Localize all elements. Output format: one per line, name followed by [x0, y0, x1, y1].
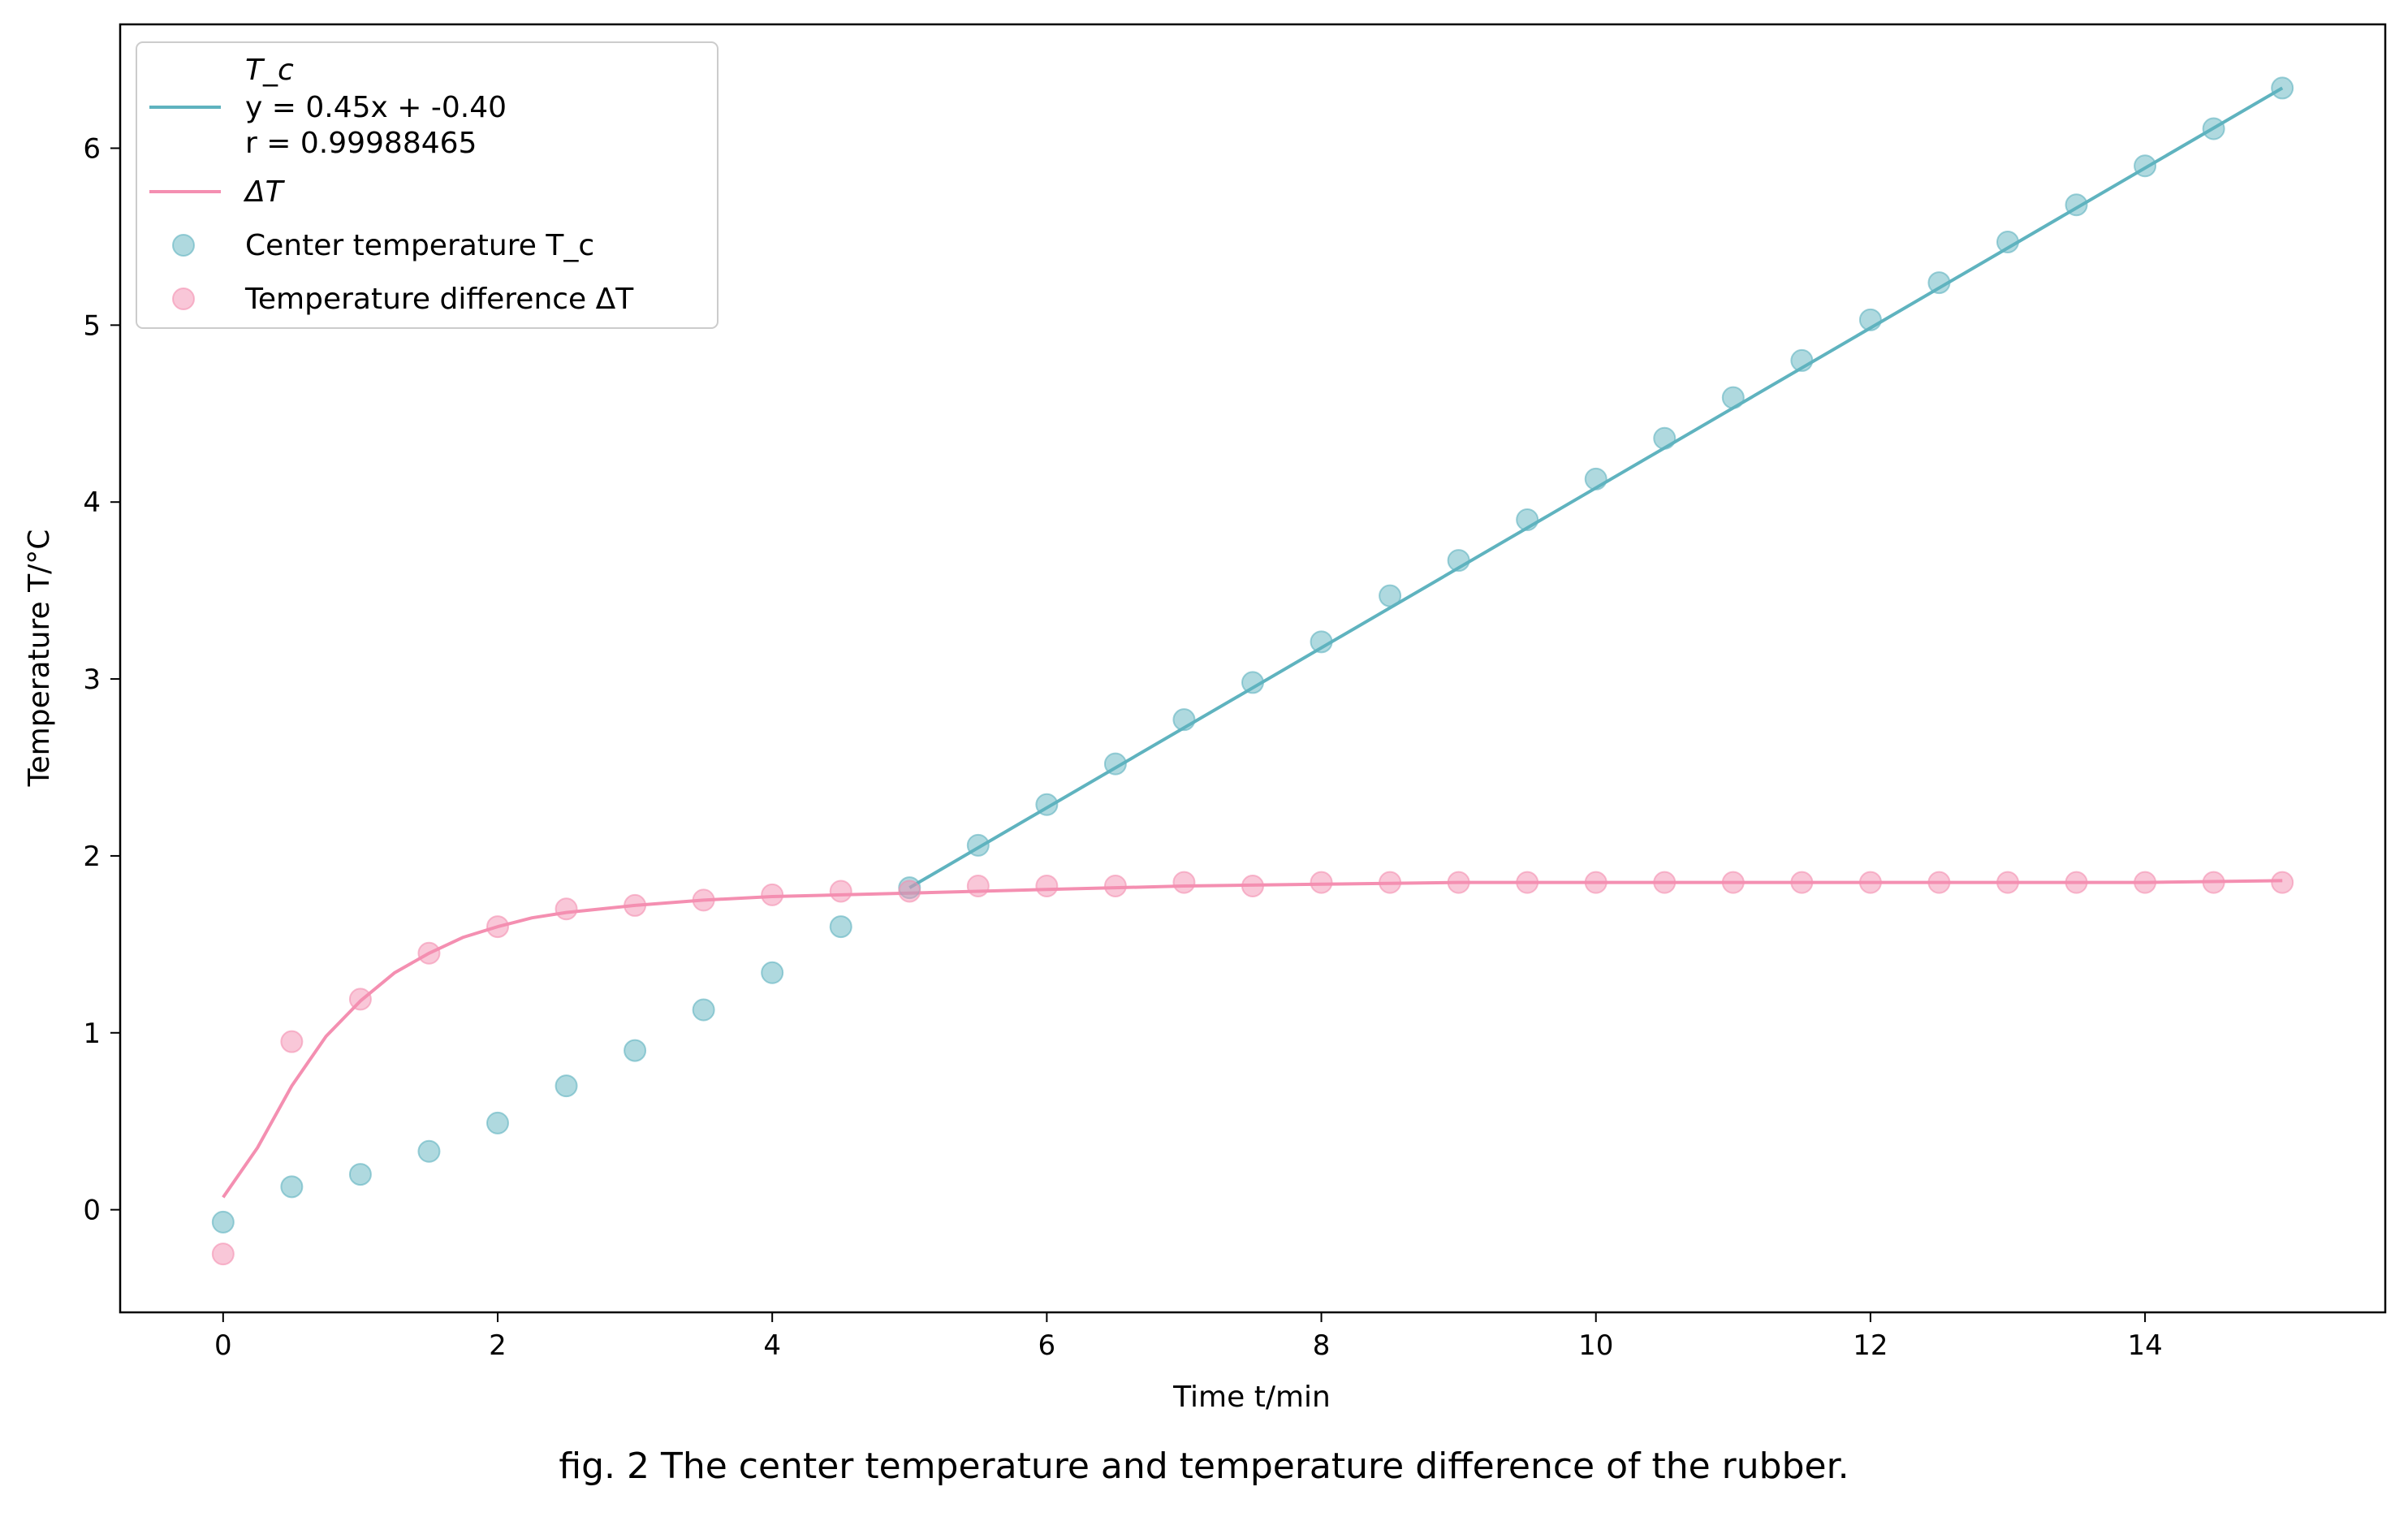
temperature-difference-point	[2271, 871, 2294, 894]
temperature-difference-point	[486, 915, 509, 939]
center-temperature-point	[1103, 752, 1127, 776]
center-temperature-point	[1447, 549, 1470, 573]
center-temperature-point	[761, 961, 784, 984]
center-temperature-point	[1172, 708, 1196, 732]
center-temperature-point	[966, 833, 990, 857]
center-temperature-point	[692, 998, 715, 1022]
center-temperature-point	[1653, 426, 1677, 450]
plot-frame	[119, 23, 2387, 1314]
legend-box	[136, 41, 719, 329]
legend-label-dt-fit: ΔT	[243, 175, 286, 209]
temperature-difference-point	[966, 874, 990, 897]
legend-label-tc-fit-equation: y = 0.45x + -0.40	[245, 91, 507, 124]
temperature-difference-point	[692, 888, 715, 912]
temperature-difference-point	[555, 897, 578, 921]
temperature-difference-point	[1790, 871, 1814, 894]
center-temperature-point	[417, 1139, 441, 1163]
center-temperature-point	[1379, 584, 1402, 607]
legend-swatch-dt-points	[172, 287, 195, 310]
x-axis-label: Time t/min	[1172, 1381, 1331, 1414]
y-tick-label: 1	[83, 1018, 101, 1050]
center-temperature-point	[1721, 386, 1745, 409]
fit-line	[222, 879, 2283, 1199]
x-tick-label: 0	[214, 1329, 232, 1362]
center-temperature-point	[829, 915, 852, 939]
legend: T_c y = 0.45x + -0.40 r = 0.99988465 ΔT …	[136, 41, 719, 329]
temperature-difference-point	[211, 1243, 235, 1266]
y-tick-label: 0	[83, 1195, 101, 1227]
y-axis-label: Temperature T/°C	[23, 529, 56, 788]
center-temperature-point	[1790, 348, 1814, 372]
temperature-difference-point	[1721, 871, 1745, 894]
center-temperature-point	[486, 1111, 509, 1135]
x-tick-label: 6	[1038, 1329, 1056, 1362]
x-tick-label: 8	[1313, 1329, 1331, 1362]
center-temperature-point	[1310, 630, 1333, 654]
x-tick-label: 4	[763, 1329, 781, 1362]
legend-label-tc-fit-title: T_c	[245, 54, 294, 87]
center-temperature-point	[348, 1163, 372, 1186]
x-tick-label: 12	[1853, 1329, 1888, 1362]
y-tick-label: 2	[83, 841, 101, 873]
temperature-difference-point	[829, 880, 852, 903]
legend-label-tc-points: Center temperature T_c	[245, 229, 594, 262]
temperature-difference-point	[1447, 871, 1470, 894]
y-tick-label: 5	[83, 309, 101, 342]
temperature-difference-point	[1516, 871, 1539, 894]
temperature-difference-point	[1379, 871, 1402, 894]
temperature-difference-point	[1035, 874, 1059, 897]
temperature-difference-point	[2202, 871, 2225, 894]
temperature-difference-point	[1996, 871, 2019, 894]
temperature-difference-point	[761, 883, 784, 906]
temperature-difference-point	[1858, 871, 1882, 894]
center-temperature-point	[211, 1210, 235, 1234]
temperature-difference-point	[1310, 871, 1333, 894]
center-temperature-point	[624, 1039, 647, 1062]
center-temperature-point	[2202, 117, 2225, 140]
temperature-difference-point	[1241, 874, 1264, 897]
temperature-difference-point	[1584, 871, 1607, 894]
center-temperature-point	[2271, 76, 2294, 100]
temperature-difference-point	[280, 1030, 304, 1053]
temperature-difference-point	[1927, 871, 1951, 894]
temperature-difference-point	[1103, 874, 1127, 897]
x-tick-label: 10	[1578, 1329, 1613, 1362]
legend-swatch-tc-points	[172, 234, 195, 257]
center-temperature-point	[2134, 154, 2157, 178]
center-temperature-point	[1996, 230, 2019, 253]
x-tick-label: 2	[489, 1329, 507, 1362]
center-temperature-point	[1858, 308, 1882, 331]
y-tick-label: 4	[83, 486, 101, 519]
temperature-difference-point	[417, 941, 441, 965]
legend-label-dt-points: Temperature difference ΔT	[244, 283, 634, 316]
center-temperature-point	[2065, 193, 2088, 217]
center-temperature-point	[555, 1074, 578, 1098]
temperature-difference-point	[898, 880, 921, 903]
temperature-difference-point	[1653, 871, 1677, 894]
temperature-difference-point	[1172, 871, 1196, 894]
center-temperature-point	[280, 1175, 304, 1199]
y-tick-label: 3	[83, 663, 101, 696]
y-tick-label: 6	[83, 133, 101, 166]
center-temperature-point	[1516, 508, 1539, 531]
legend-label-tc-fit-r: r = 0.99988465	[245, 127, 477, 160]
temperature-difference-point	[624, 893, 647, 917]
center-temperature-point	[1241, 671, 1264, 694]
temperature-difference-point	[2134, 871, 2157, 894]
temperature-difference-point	[2065, 871, 2088, 894]
x-tick-label: 14	[2127, 1329, 2162, 1362]
plot-area	[211, 76, 2294, 1266]
figure-caption: fig. 2 The center temperature and temper…	[559, 1446, 1849, 1487]
center-temperature-point	[1035, 793, 1059, 816]
center-temperature-point	[1927, 271, 1951, 295]
temperature-difference-point	[348, 988, 372, 1011]
center-temperature-point	[1584, 467, 1607, 491]
